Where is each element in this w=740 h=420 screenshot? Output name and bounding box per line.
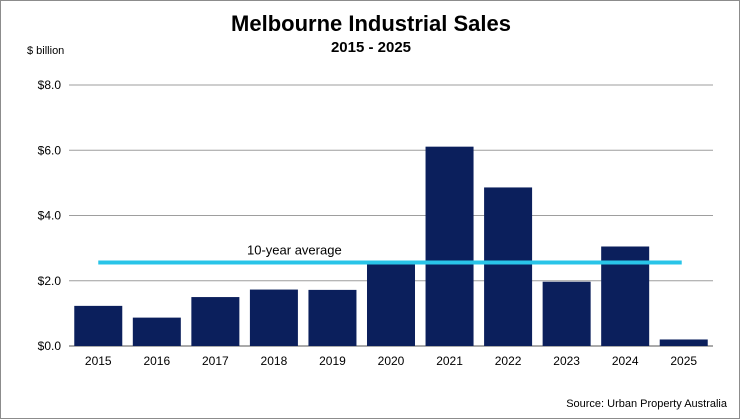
x-tick-label: 2025 bbox=[670, 354, 697, 368]
x-tick-label: 2024 bbox=[612, 354, 639, 368]
y-tick-label: $0.0 bbox=[38, 339, 62, 353]
x-axis-ticks: 2015 2016 2017 2018 2019 2020 2021 2022 2023 2024… bbox=[85, 354, 697, 368]
bar-2015 bbox=[74, 305, 123, 346]
x-tick-label: 2015 bbox=[85, 354, 112, 368]
bar-2025 bbox=[659, 339, 708, 346]
bars bbox=[74, 146, 708, 346]
chart-title: Melbourne Industrial Sales bbox=[231, 11, 511, 36]
bar-2019 bbox=[308, 289, 357, 346]
bar-2018 bbox=[249, 289, 298, 346]
y-axis-unit-label: $ billion bbox=[27, 45, 65, 57]
x-tick-label: 2020 bbox=[378, 354, 405, 368]
y-tick-label: $2.0 bbox=[38, 274, 62, 288]
x-tick-label: 2017 bbox=[202, 354, 229, 368]
y-tick-label: $6.0 bbox=[38, 143, 62, 157]
x-tick-label: 2016 bbox=[143, 354, 170, 368]
bar-2021 bbox=[425, 146, 474, 346]
x-tick-label: 2022 bbox=[495, 354, 522, 368]
bar-2016 bbox=[132, 317, 181, 346]
bar-2017 bbox=[191, 297, 240, 346]
chart-subtitle: 2015 - 2025 bbox=[330, 39, 412, 56]
source-note: Source: Urban Property Australia bbox=[566, 398, 727, 410]
y-axis-ticks: $0.0 $2.0 $4.0 $6.0 $8.0 bbox=[38, 78, 62, 353]
y-tick-label: $8.0 bbox=[38, 78, 62, 92]
x-tick-label: 2021 bbox=[436, 354, 463, 368]
average-overlay: 10-year average bbox=[98, 242, 682, 265]
y-tick-label: $4.0 bbox=[38, 209, 62, 223]
x-tick-label: 2023 bbox=[553, 354, 580, 368]
bar-2023 bbox=[542, 281, 591, 346]
average-label: 10-year average bbox=[247, 242, 342, 257]
x-tick-label: 2019 bbox=[319, 354, 346, 368]
x-tick-label: 2018 bbox=[261, 354, 288, 368]
bar-2020 bbox=[366, 263, 416, 346]
bar-2022 bbox=[484, 187, 533, 346]
